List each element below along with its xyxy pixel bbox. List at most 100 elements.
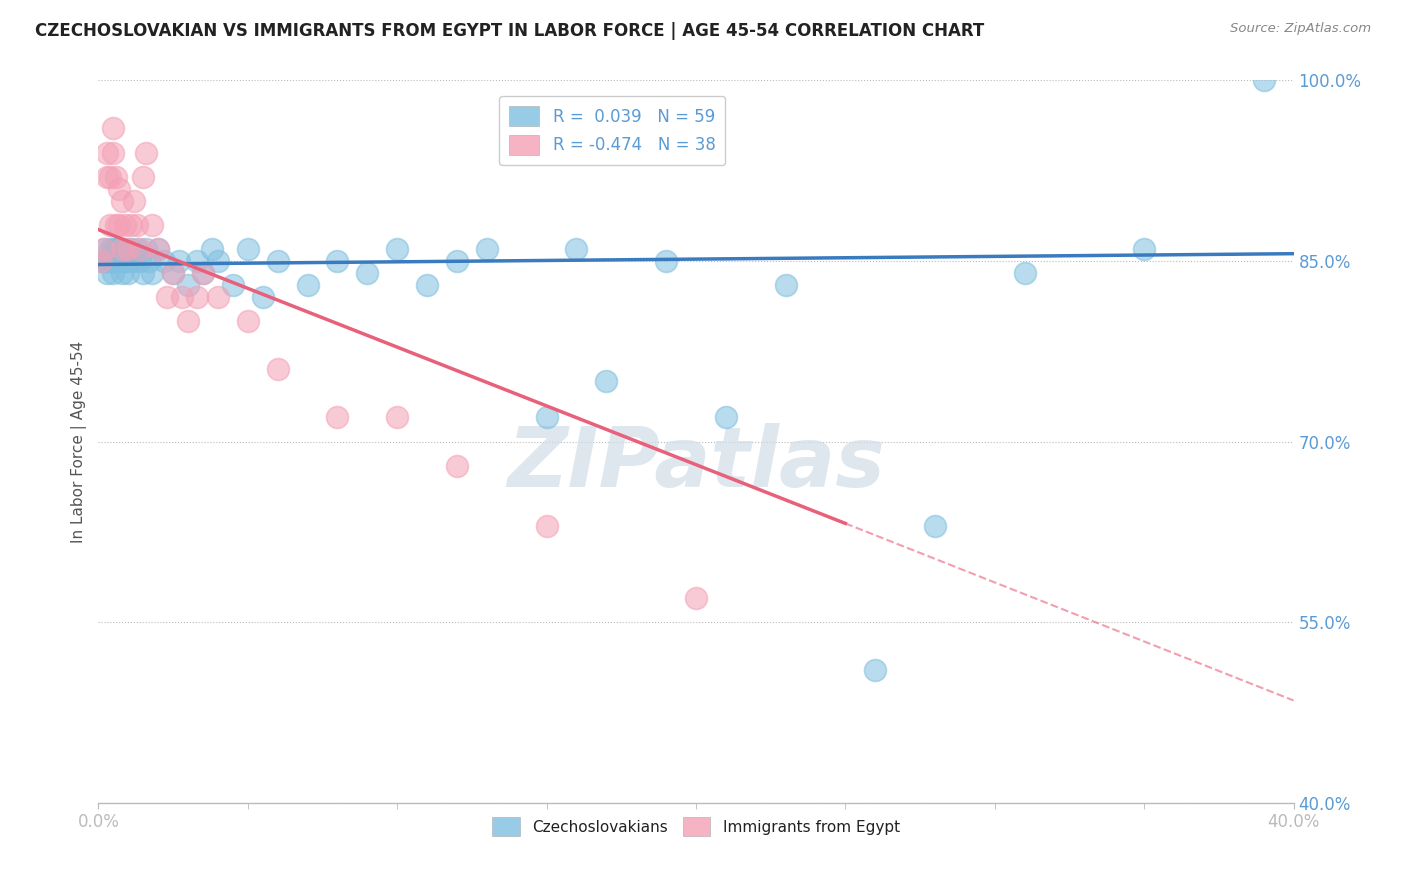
Point: [135, 145, 157, 160]
Point: [96, 169, 118, 184]
Point: [124, 253, 146, 268]
Point: [207, 253, 229, 268]
Point: [105, 218, 128, 232]
Point: [775, 277, 797, 292]
Point: [655, 253, 678, 268]
Text: CZECHOSLOVAKIAN VS IMMIGRANTS FROM EGYPT IN LABOR FORCE | AGE 45-54 CORRELATION : CZECHOSLOVAKIAN VS IMMIGRANTS FROM EGYPT…: [35, 22, 984, 40]
Point: [111, 194, 134, 208]
Point: [201, 242, 224, 256]
Point: [93, 253, 115, 268]
Point: [191, 266, 214, 280]
Point: [105, 169, 128, 184]
Point: [114, 218, 136, 232]
Point: [153, 253, 176, 268]
Point: [111, 253, 134, 268]
Point: [536, 518, 558, 533]
Point: [108, 253, 131, 268]
Point: [132, 169, 155, 184]
Point: [141, 218, 163, 232]
Point: [162, 266, 184, 280]
Point: [129, 242, 152, 256]
Point: [96, 266, 118, 280]
Point: [96, 145, 118, 160]
Point: [186, 290, 208, 304]
Point: [120, 218, 142, 232]
Point: [385, 410, 409, 425]
Point: [222, 277, 245, 292]
Point: [108, 181, 131, 195]
Point: [108, 242, 131, 256]
Point: [93, 242, 115, 256]
Point: [93, 242, 115, 256]
Point: [141, 266, 163, 280]
Point: [129, 253, 152, 268]
Point: [267, 253, 290, 268]
Point: [127, 242, 149, 256]
Point: [111, 242, 134, 256]
Point: [98, 242, 122, 256]
Point: [207, 290, 229, 304]
Point: [114, 253, 136, 268]
Point: [297, 277, 319, 292]
Point: [108, 218, 131, 232]
Point: [105, 242, 128, 256]
Point: [595, 374, 617, 388]
Point: [416, 277, 439, 292]
Point: [446, 458, 468, 473]
Point: [111, 266, 134, 280]
Point: [1253, 73, 1275, 87]
Point: [267, 362, 290, 376]
Point: [326, 410, 349, 425]
Point: [117, 253, 139, 268]
Point: [98, 218, 122, 232]
Point: [356, 266, 378, 280]
Point: [98, 169, 122, 184]
Point: [446, 253, 468, 268]
Point: [148, 242, 170, 256]
Point: [162, 266, 184, 280]
Point: [1133, 242, 1156, 256]
Point: [186, 253, 208, 268]
Point: [138, 253, 160, 268]
Point: [1014, 266, 1036, 280]
Point: [117, 266, 139, 280]
Point: [714, 410, 737, 425]
Point: [90, 253, 112, 268]
Point: [114, 242, 136, 256]
Point: [177, 277, 200, 292]
Point: [103, 145, 125, 160]
Point: [135, 242, 157, 256]
Point: [120, 242, 142, 256]
Point: [103, 253, 125, 268]
Point: [326, 253, 349, 268]
Point: [924, 518, 946, 533]
Point: [172, 290, 194, 304]
Point: [105, 253, 128, 268]
Point: [475, 242, 498, 256]
Point: [124, 194, 146, 208]
Legend: Czechoslovakians, Immigrants from Egypt: Czechoslovakians, Immigrants from Egypt: [486, 811, 905, 842]
Point: [103, 121, 125, 136]
Point: [252, 290, 274, 304]
Point: [565, 242, 588, 256]
Point: [177, 314, 200, 328]
Point: [127, 218, 149, 232]
Point: [90, 253, 112, 268]
Point: [103, 242, 125, 256]
Point: [167, 253, 190, 268]
Y-axis label: In Labor Force | Age 45-54: In Labor Force | Age 45-54: [72, 341, 87, 542]
Point: [148, 242, 170, 256]
Point: [117, 242, 139, 256]
Point: [156, 290, 179, 304]
Text: ZIPatlas: ZIPatlas: [508, 423, 884, 504]
Point: [685, 591, 707, 606]
Point: [132, 266, 155, 280]
Point: [236, 314, 259, 328]
Point: [385, 242, 409, 256]
Point: [865, 664, 887, 678]
Point: [236, 242, 259, 256]
Point: [103, 266, 125, 280]
Point: [98, 253, 122, 268]
Text: Source: ZipAtlas.com: Source: ZipAtlas.com: [1230, 22, 1371, 36]
Point: [96, 253, 118, 268]
